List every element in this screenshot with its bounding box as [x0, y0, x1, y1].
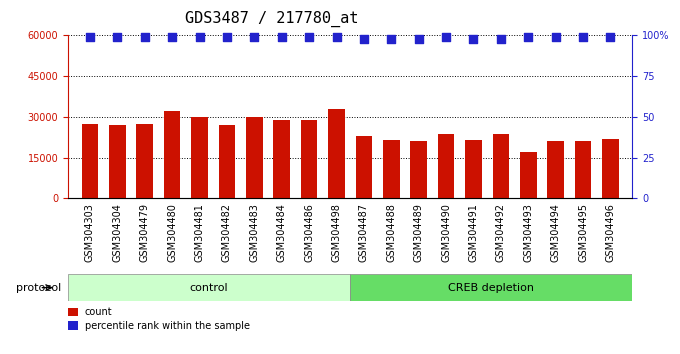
- Point: [84, 34, 95, 40]
- Bar: [411, 141, 427, 198]
- Bar: [465, 140, 481, 198]
- Bar: [68, 321, 78, 330]
- Point: [496, 36, 507, 41]
- Point: [441, 34, 452, 40]
- Bar: [602, 138, 619, 198]
- Bar: [356, 136, 372, 198]
- Point: [304, 34, 315, 40]
- Point: [550, 34, 561, 40]
- Bar: [383, 140, 400, 198]
- Bar: [82, 124, 98, 198]
- Point: [386, 36, 396, 41]
- Point: [139, 34, 150, 40]
- Bar: [328, 109, 345, 198]
- Bar: [164, 112, 180, 198]
- Bar: [273, 120, 290, 198]
- Point: [331, 34, 342, 40]
- Point: [276, 34, 287, 40]
- Bar: [246, 117, 262, 198]
- Text: CREB depletion: CREB depletion: [448, 282, 534, 293]
- Text: percentile rank within the sample: percentile rank within the sample: [85, 321, 250, 331]
- Point: [358, 36, 369, 41]
- Bar: [301, 120, 318, 198]
- Bar: [520, 152, 537, 198]
- Bar: [219, 125, 235, 198]
- Bar: [191, 117, 207, 198]
- Bar: [493, 135, 509, 198]
- Text: protocol: protocol: [16, 282, 61, 293]
- Bar: [438, 135, 454, 198]
- Point: [523, 34, 534, 40]
- Bar: [350, 274, 632, 301]
- Point: [605, 34, 616, 40]
- Bar: [547, 141, 564, 198]
- Point: [222, 34, 233, 40]
- Bar: [68, 308, 78, 316]
- Text: count: count: [85, 307, 113, 317]
- Point: [468, 36, 479, 41]
- Bar: [137, 124, 153, 198]
- Text: control: control: [190, 282, 228, 293]
- Point: [413, 36, 424, 41]
- Bar: [109, 125, 126, 198]
- Point: [167, 34, 177, 40]
- Point: [577, 34, 588, 40]
- Bar: [575, 141, 592, 198]
- Point: [112, 34, 123, 40]
- Text: GDS3487 / 217780_at: GDS3487 / 217780_at: [186, 11, 358, 27]
- Point: [249, 34, 260, 40]
- Bar: [68, 274, 350, 301]
- Point: [194, 34, 205, 40]
